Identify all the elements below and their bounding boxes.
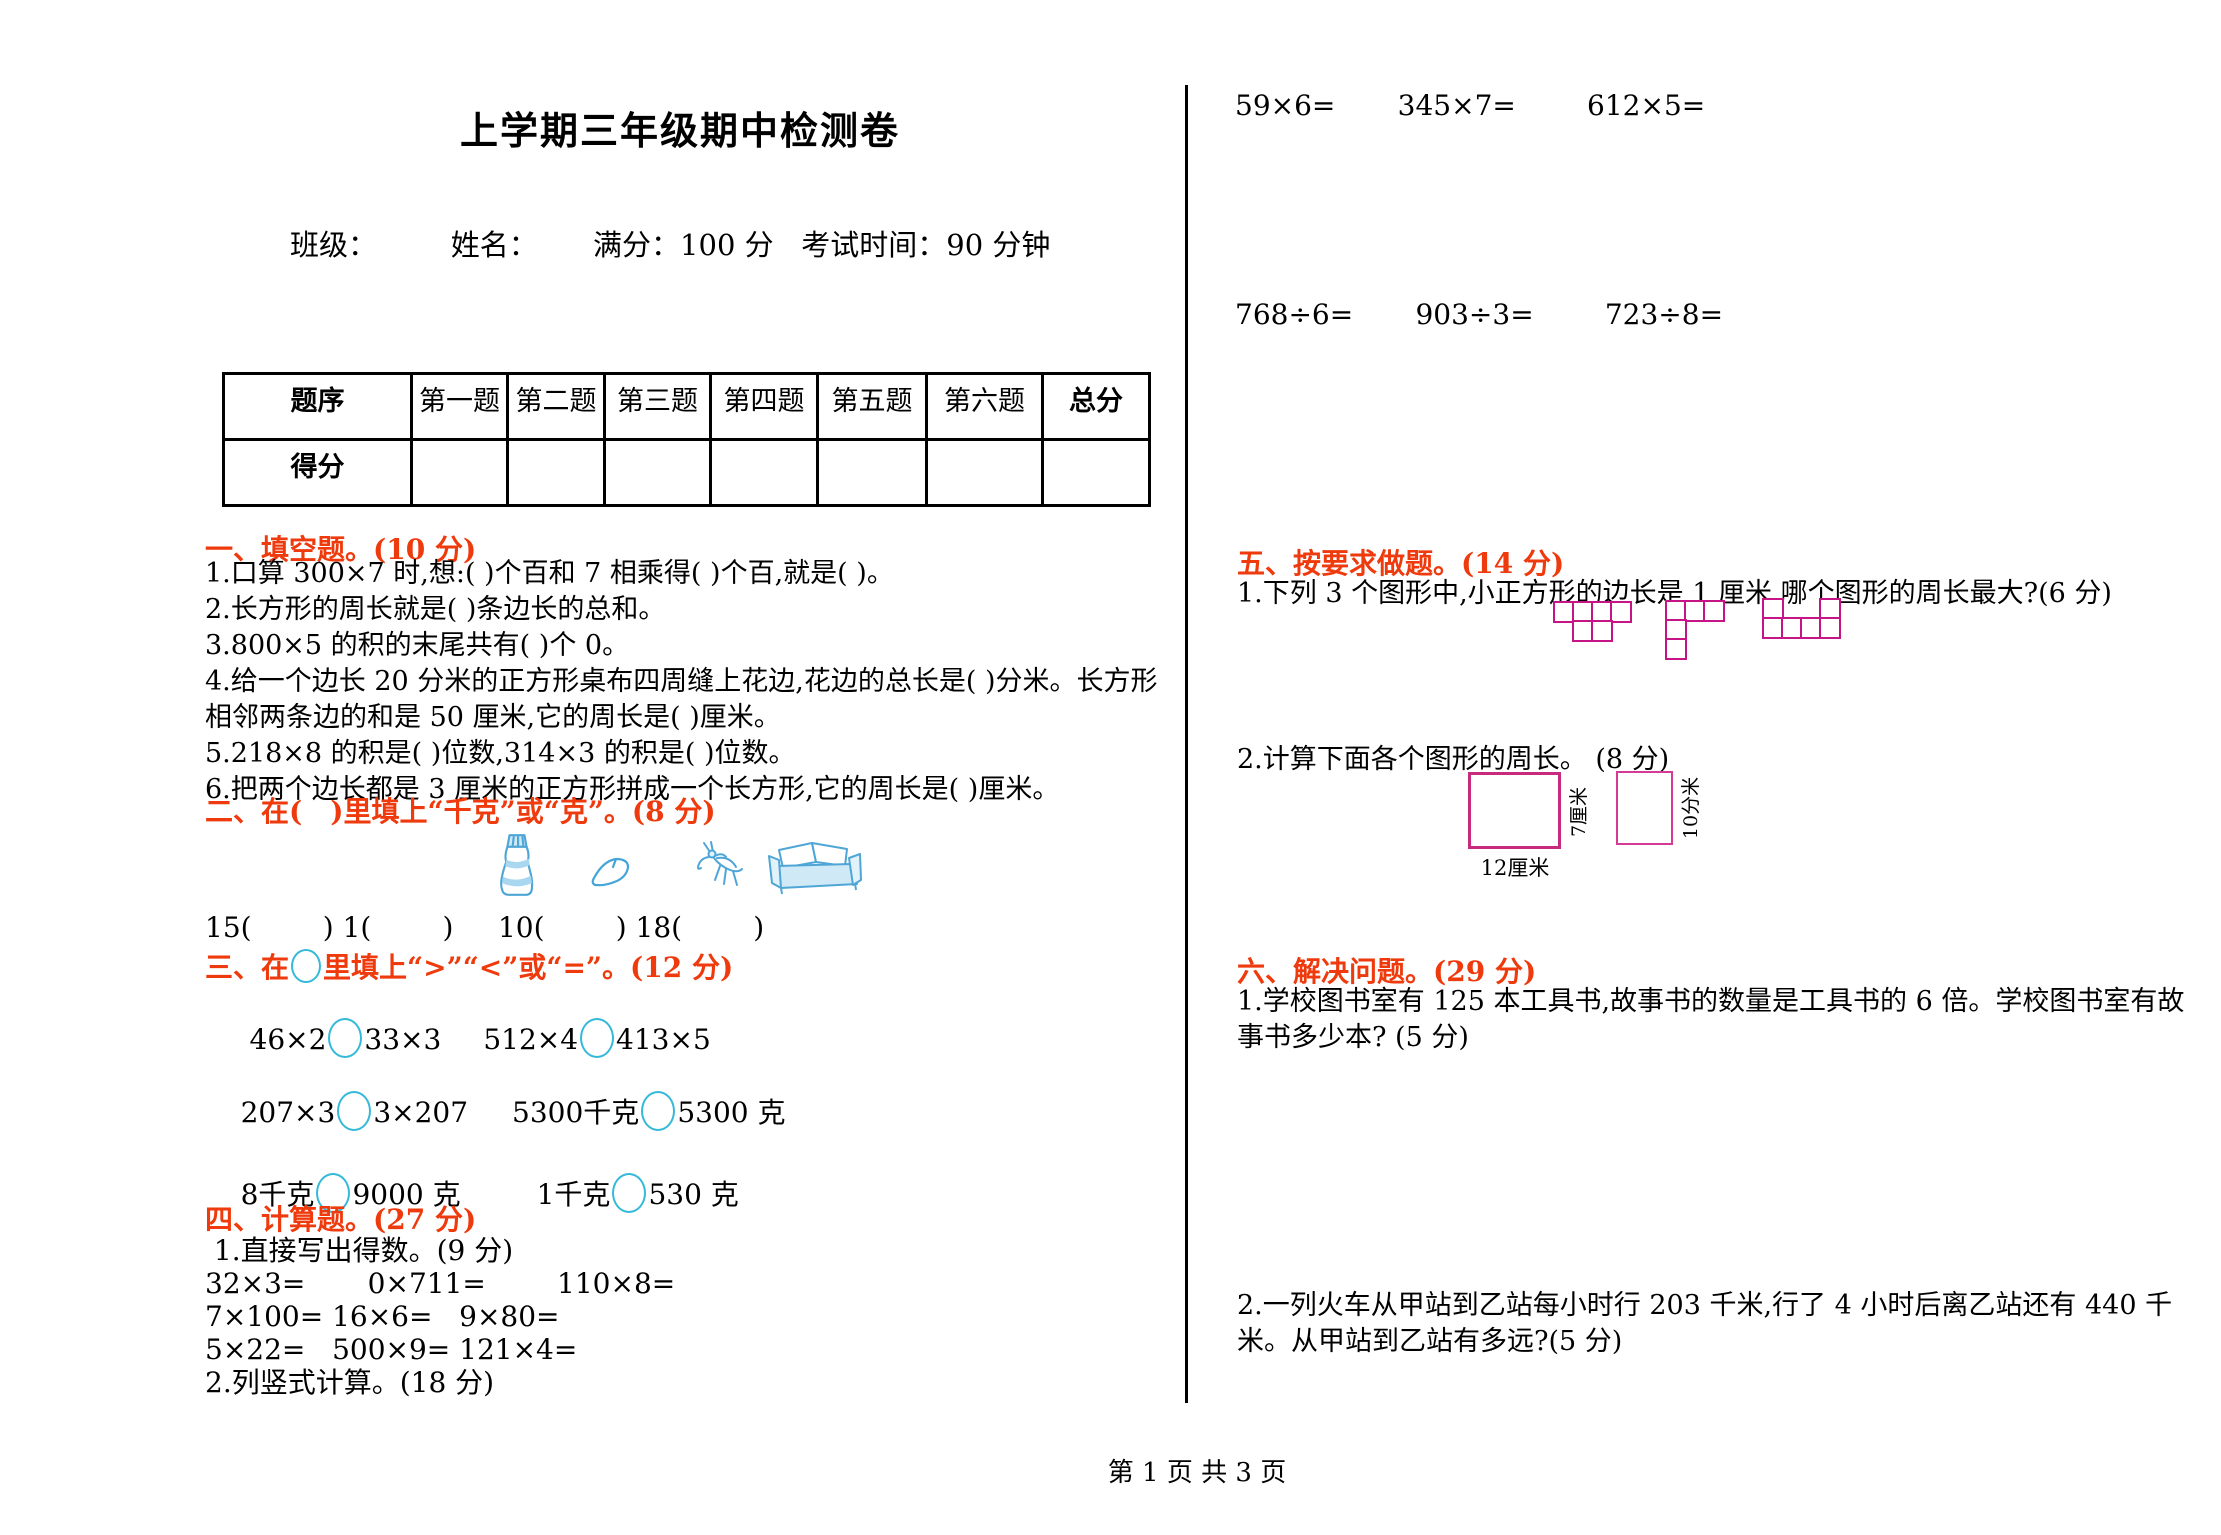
compare-right: 413×5 xyxy=(616,1023,711,1056)
compare-circle[interactable] xyxy=(641,1091,676,1131)
unit-square-cell xyxy=(1703,600,1725,622)
fill-blank-item: 3.800×5 的积的末尾共有( )个 0。 xyxy=(205,630,630,661)
section5-q2: 2.计算下面各个图形的周长。 (8 分) xyxy=(1237,744,1670,775)
score-cell-empty xyxy=(506,438,606,507)
compare-circle[interactable] xyxy=(328,1018,363,1058)
section5-q1: 1.下列 3 个图形中,小正方形的边长是 1 厘米,哪个图形的周长最大?(6 分… xyxy=(1237,578,2112,609)
score-table-header-cell: 第一题 xyxy=(410,372,509,441)
unit-square-cell xyxy=(1819,617,1841,639)
section2-heading: 二、在( )里填上“千克”或“克”。(8 分) xyxy=(205,795,716,828)
compare-right: 5300 克 xyxy=(677,1096,786,1129)
section6-q2: 2.一列火车从甲站到乙站每小时行 203 千米,行了 4 小时后离乙站还有 44… xyxy=(1237,1290,2173,1357)
section3-heading-prefix: 三、在 xyxy=(205,951,290,984)
oral-calc-row: 5×22= 500×9= 121×4= xyxy=(205,1333,578,1366)
compare-left: 207×3 xyxy=(240,1096,336,1129)
section1-heading: 一、填空题。(10 分) xyxy=(205,533,477,566)
score-cell-empty xyxy=(816,438,928,507)
mantis-icon xyxy=(690,840,746,896)
score-table-header-cell: 第四题 xyxy=(709,372,819,441)
section4-sub2: 2.列竖式计算。(18 分) xyxy=(205,1366,495,1399)
section6-q1: 1.学校图书室有 125 本工具书,故事书的数量是工具书的 6 倍。学校图书室有… xyxy=(1237,986,2185,1053)
section1-items: 1.口算 300×7 时,想:( )个百和 7 相乘得( )个百,就是( )。 … xyxy=(205,556,1160,808)
compare-circle[interactable] xyxy=(580,1018,615,1058)
unit-square-cell xyxy=(1591,620,1613,642)
rect2-height-label: 10分米 xyxy=(1680,776,1702,840)
fill-blank-item: 2.长方形的周长就是( )条边长的总和。 xyxy=(205,594,666,625)
compare-circle xyxy=(291,949,322,983)
compare-left: 1千克 xyxy=(536,1178,611,1211)
compare-left: 5300千克 xyxy=(512,1096,640,1129)
fill-blank-item: 4.给一个边长 20 分米的正方形桌布四周缝上花边,花边的总长是( )分米。长方… xyxy=(205,666,1158,733)
score-table-header-cell: 第六题 xyxy=(925,372,1044,441)
column-calc-div-row: 768÷6= 903÷3= 723÷8= xyxy=(1235,298,1724,331)
compare-left: 512×4 xyxy=(483,1023,579,1056)
student-info-line: 班级： 姓名： 满分：100 分 考试时间：90 分钟 xyxy=(290,228,1051,262)
unit-square-cell xyxy=(1665,638,1687,660)
column-divider xyxy=(1185,85,1188,1403)
score-table-header-cell: 第二题 xyxy=(506,372,606,441)
fill-blank-item: 5.218×8 的积是( )位数,314×3 的积是( )位数。 xyxy=(205,738,796,769)
compare-right: 9000 克 xyxy=(352,1178,461,1211)
glue-bottle-icon xyxy=(495,833,539,901)
score-table-header-cell: 总分 xyxy=(1041,372,1151,441)
column-calc-mult-row: 59×6= 345×7= 612×5= xyxy=(1235,89,1706,122)
section2-answer-line: 15( ) 1( ) 10( ) 18( ) xyxy=(205,911,765,944)
score-table: 题序 第一题 第二题 第三题 第四题 第五题 第六题 总分 得分 xyxy=(222,372,1151,507)
fill-blank-item: 6.把两个边长都是 3 厘米的正方形拼成一个长方形,它的周长是( )厘米。 xyxy=(205,774,1060,805)
oral-calc-row: 7×100= 16×6= 9×80= xyxy=(205,1300,560,1333)
score-cell-empty xyxy=(925,438,1044,507)
fill-blank-item: 1.口算 300×7 时,想:( )个百和 7 相乘得( )个百,就是( )。 xyxy=(205,558,894,589)
compare-right: 3×207 xyxy=(373,1096,469,1129)
score-cell-empty xyxy=(709,438,819,507)
section6-heading: 六、解决问题。(29 分) xyxy=(1237,955,1537,988)
unit-square-cell xyxy=(1610,601,1632,623)
compare-circle[interactable] xyxy=(612,1173,647,1213)
score-cell-empty xyxy=(410,438,509,507)
compare-right: 530 克 xyxy=(648,1178,739,1211)
section3-heading-suffix: 里填上“>”“<”或“=”。(12 分) xyxy=(323,951,734,984)
compare-row: 207×3 3×207 5300千克 5300 克 xyxy=(205,1058,785,1164)
score-row-label: 得分 xyxy=(222,438,413,507)
rect1-height-label: 7厘米 xyxy=(1568,786,1590,838)
score-cell-empty xyxy=(603,438,712,507)
page-number-footer: 第 1 页 共 3 页 xyxy=(1107,1458,1287,1488)
compare-right: 33×3 xyxy=(364,1023,442,1056)
score-table-header-cell: 题序 xyxy=(222,372,413,441)
compare-row: 8千克 9000 克 1千克 530 克 xyxy=(205,1140,739,1246)
oral-calc-row: 32×3= 0×711= 110×8= xyxy=(205,1267,676,1300)
perimeter-rectangle-1 xyxy=(1468,772,1561,849)
compare-row: 46×2 33×3 512×4 413×5 xyxy=(205,985,711,1091)
sofa-icon xyxy=(765,838,865,904)
compare-circle[interactable] xyxy=(316,1173,351,1213)
section5-heading: 五、按要求做题。(14 分) xyxy=(1237,547,1565,580)
compare-circle[interactable] xyxy=(337,1091,372,1131)
perimeter-rectangle-2 xyxy=(1616,771,1673,845)
score-cell-empty xyxy=(1041,438,1151,507)
section4-sub1: 1.直接写出得数。(9 分) xyxy=(205,1234,514,1267)
section4-heading: 四、计算题。(27 分) xyxy=(205,1203,477,1236)
score-table-header-cell: 第三题 xyxy=(603,372,712,441)
compare-left: 46×2 xyxy=(240,1023,327,1056)
compare-left: 8千克 xyxy=(240,1178,315,1211)
rect1-width-label: 12厘米 xyxy=(1480,856,1550,880)
ginkgo-leaf-icon xyxy=(588,853,634,895)
page-title: 上学期三年级期中检测卷 xyxy=(459,108,900,153)
score-table-header-cell: 第五题 xyxy=(816,372,928,441)
section3-heading: 三、在 里填上“>”“<”或“=”。(12 分) xyxy=(205,946,733,986)
